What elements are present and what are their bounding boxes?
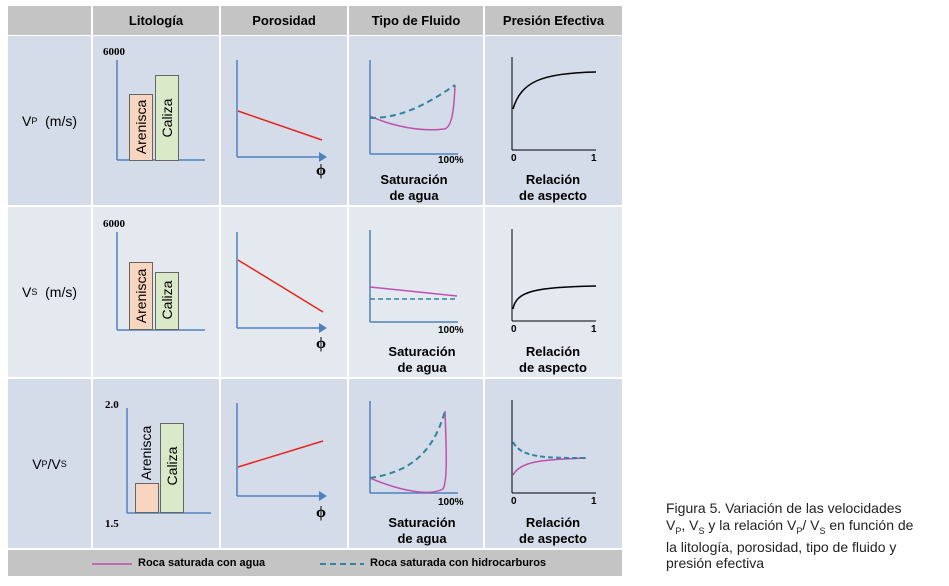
pressure-vpvs-tick1: 1 xyxy=(591,496,597,507)
lith-vpvs-bar-caliza xyxy=(160,423,184,513)
lith-vpvs-label-arenisca: Arenisca xyxy=(138,425,154,481)
fluid-vs-pct: 100% xyxy=(438,325,464,336)
lith-vs-bar-arenisca xyxy=(129,262,153,330)
porosity-vpvs-line xyxy=(237,440,324,468)
header-presion: Presión Efectiva xyxy=(485,6,622,35)
lith-vs-axes xyxy=(116,232,205,331)
porosity-vp-line xyxy=(237,110,323,141)
porosity-vpvs-chart xyxy=(236,403,327,501)
figure-caption: Figura 5. Variación de las velocidades V… xyxy=(666,500,949,572)
pressure-vp-tick1: 1 xyxy=(591,153,597,164)
fluid-vp-pct: 100% xyxy=(438,155,464,166)
fluid-vpvs-chart xyxy=(369,401,458,494)
pressure-vs-xlabel: Relación de aspecto xyxy=(519,344,587,375)
row-vs-bg xyxy=(8,207,622,377)
legend: Roca saturada con agua Roca saturada con… xyxy=(8,550,622,576)
fluid-vp-xlabel: Saturación de agua xyxy=(380,172,448,203)
lith-vpvs-bar-arenisca xyxy=(135,483,159,513)
lith-vp-bar-arenisca xyxy=(129,94,153,161)
pressure-vs-tick1: 1 xyxy=(591,324,597,335)
pressure-vs-tick0: 0 xyxy=(511,324,517,335)
porosity-vs-phi: ϕ xyxy=(316,335,326,352)
header-tipo-fluido: Tipo de Fluido xyxy=(349,6,483,35)
lith-vpvs-ymin: 1.5 xyxy=(105,518,119,530)
lith-vp-label-arenisca: Arenisca xyxy=(133,99,149,155)
row-label-vpvs: V P/V S xyxy=(32,455,67,472)
lith-vs-label-arenisca: Arenisca xyxy=(133,268,149,324)
porosity-vpvs-phi: ϕ xyxy=(316,504,326,521)
porosity-vp-phi: ϕ xyxy=(316,162,326,179)
fluid-vp-chart xyxy=(369,60,458,155)
header-blank xyxy=(8,6,91,35)
pressure-vs-chart xyxy=(511,229,597,322)
lith-vs-label-caliza: Caliza xyxy=(159,280,175,320)
pressure-vp-tick0: 0 xyxy=(511,153,517,164)
header-litologia: Litología xyxy=(93,6,219,35)
caption-line3: la litología, porosidad, tipo de fluido … xyxy=(666,538,897,555)
fluid-vs-chart xyxy=(369,230,458,323)
lith-vpvs-ymax: 2.0 xyxy=(105,399,119,411)
row-vp-bg xyxy=(8,36,622,205)
lith-vs-bar-caliza xyxy=(155,272,179,330)
fluid-vpvs-xlabel: Saturación de agua xyxy=(388,515,456,546)
legend-hydro-label: Roca saturada con hidrocarburos xyxy=(370,557,547,569)
fluid-vp-hydro-curve xyxy=(369,84,456,119)
header-porosidad: Porosidad xyxy=(221,6,347,35)
caption-line2: VP, VS y la relación VP/ VS en función d… xyxy=(666,516,914,536)
row-vpvs-bg xyxy=(8,379,622,548)
lith-vpvs-axes xyxy=(126,408,211,514)
fluid-vpvs-hydro-curve xyxy=(369,410,446,479)
porosity-vs-line xyxy=(237,259,324,313)
fluid-vp-water-curve xyxy=(369,84,456,131)
porosity-vs-chart xyxy=(236,232,327,333)
pressure-vp-chart xyxy=(511,57,597,151)
pressure-vp-xlabel: Relación de aspecto xyxy=(519,172,587,203)
pressure-vp-curve xyxy=(512,71,597,110)
caption-line1: Figura 5. Variación de las velocidades xyxy=(666,500,902,516)
pressure-vpvs-water-curve xyxy=(512,457,587,476)
caption-line4: presión efectiva xyxy=(666,555,765,572)
fluid-vs-xlabel: Saturación de agua xyxy=(388,344,456,375)
fluid-vpvs-pct: 100% xyxy=(438,497,464,508)
lith-vpvs-label-caliza: Caliza xyxy=(164,446,180,486)
porosity-vp-chart xyxy=(236,60,327,162)
pressure-vpvs-hydro-curve xyxy=(512,441,587,459)
lith-vp-bar-caliza xyxy=(155,75,179,161)
legend-water-label: Roca saturada con agua xyxy=(138,557,266,569)
legend-hydro-swatch xyxy=(320,563,364,565)
pressure-vs-curve xyxy=(512,285,597,310)
lith-vp-label-caliza: Caliza xyxy=(159,98,175,138)
lith-vp-ymax: 6000 xyxy=(103,46,125,58)
pressure-vpvs-chart xyxy=(511,400,596,494)
legend-water-swatch xyxy=(92,563,132,565)
lith-vs-ymax: 6000 xyxy=(103,218,125,230)
fluid-vpvs-water-curve xyxy=(369,410,447,494)
fluid-vs-water-line xyxy=(369,286,458,297)
pressure-vpvs-tick0: 0 xyxy=(511,496,517,507)
pressure-vpvs-xlabel: Relación de aspecto xyxy=(519,515,587,546)
